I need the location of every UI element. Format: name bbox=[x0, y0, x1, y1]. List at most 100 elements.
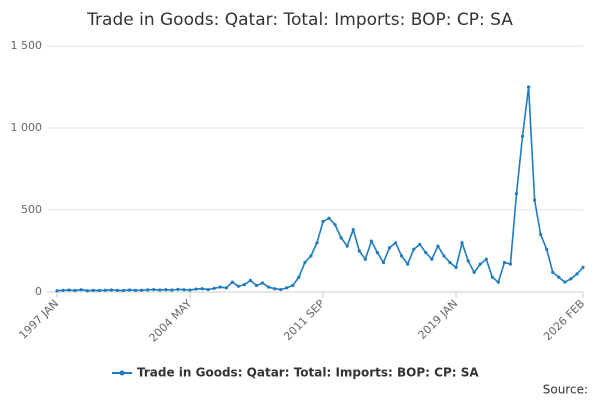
point bbox=[230, 280, 234, 284]
point bbox=[242, 283, 247, 287]
y-tick-label: 0 bbox=[35, 285, 42, 298]
point bbox=[97, 288, 101, 293]
point bbox=[490, 275, 494, 279]
point bbox=[79, 288, 83, 292]
point bbox=[418, 242, 422, 247]
point bbox=[581, 265, 585, 269]
x-tick-label: 1997 JAN bbox=[16, 297, 61, 342]
point bbox=[103, 288, 107, 292]
point bbox=[127, 288, 132, 292]
point bbox=[333, 223, 337, 227]
x-tick-label: 2026 FEB bbox=[541, 297, 587, 343]
point bbox=[182, 288, 186, 292]
point bbox=[109, 288, 114, 292]
point bbox=[575, 272, 579, 276]
point bbox=[533, 198, 537, 202]
point bbox=[424, 251, 428, 255]
point bbox=[164, 288, 168, 292]
point bbox=[218, 285, 222, 289]
point bbox=[563, 280, 567, 284]
point bbox=[466, 259, 470, 263]
point bbox=[260, 281, 265, 285]
point bbox=[291, 283, 295, 288]
point bbox=[345, 244, 349, 248]
point bbox=[545, 247, 549, 251]
point bbox=[248, 278, 253, 283]
point bbox=[472, 270, 476, 274]
point bbox=[67, 288, 71, 292]
point bbox=[454, 265, 458, 269]
point bbox=[436, 244, 440, 248]
point bbox=[140, 288, 144, 292]
point bbox=[551, 270, 555, 274]
point bbox=[170, 288, 174, 292]
x-tick-label: 2019 JAN bbox=[416, 297, 461, 342]
point bbox=[176, 287, 180, 291]
point bbox=[279, 287, 283, 292]
point bbox=[442, 254, 446, 258]
point bbox=[121, 288, 126, 293]
point bbox=[502, 260, 507, 265]
x-tick-label: 2004 MAY bbox=[147, 297, 195, 345]
point bbox=[146, 288, 150, 292]
point bbox=[412, 247, 416, 251]
point bbox=[478, 262, 482, 266]
y-tick-label: 1 500 bbox=[11, 39, 43, 52]
point bbox=[254, 283, 259, 288]
point bbox=[85, 289, 89, 293]
point bbox=[508, 262, 513, 266]
point bbox=[327, 216, 331, 220]
point bbox=[200, 287, 204, 291]
point bbox=[526, 85, 531, 89]
point bbox=[393, 241, 398, 245]
chart-title: Trade in Goods: Qatar: Total: Imports: B… bbox=[86, 10, 513, 30]
point bbox=[496, 280, 500, 284]
point bbox=[152, 287, 156, 292]
point bbox=[321, 219, 325, 224]
point bbox=[400, 254, 404, 258]
point bbox=[273, 287, 277, 291]
point bbox=[369, 239, 373, 243]
point bbox=[73, 288, 77, 293]
legend-label: Trade in Goods: Qatar: Total: Imports: B… bbox=[137, 366, 479, 380]
point bbox=[267, 285, 271, 289]
point bbox=[206, 287, 210, 292]
point bbox=[520, 134, 525, 138]
point bbox=[309, 254, 313, 258]
series-line bbox=[56, 86, 584, 292]
point bbox=[236, 284, 240, 288]
point bbox=[569, 277, 573, 281]
point bbox=[484, 257, 488, 261]
point bbox=[514, 192, 519, 196]
point bbox=[303, 260, 307, 265]
point bbox=[188, 288, 192, 292]
point bbox=[351, 228, 355, 232]
point bbox=[539, 233, 543, 237]
point bbox=[357, 249, 361, 253]
legend-marker bbox=[119, 370, 125, 376]
point bbox=[381, 260, 386, 265]
source: Source: bbox=[543, 383, 588, 397]
point bbox=[387, 246, 392, 250]
point bbox=[363, 257, 367, 261]
y-tick-label: 1 000 bbox=[11, 121, 43, 134]
point bbox=[430, 257, 434, 261]
x-tick-label: 2011 SEP bbox=[281, 297, 327, 343]
point bbox=[115, 288, 120, 292]
point bbox=[406, 262, 410, 266]
point bbox=[224, 286, 228, 290]
point bbox=[375, 251, 380, 255]
point bbox=[297, 275, 301, 279]
y-tick-label: 500 bbox=[21, 203, 42, 216]
point bbox=[158, 288, 162, 292]
point bbox=[339, 236, 343, 240]
point bbox=[448, 260, 452, 265]
point bbox=[61, 288, 65, 292]
point bbox=[91, 288, 95, 292]
point bbox=[212, 286, 216, 290]
point bbox=[460, 241, 464, 245]
point bbox=[55, 289, 59, 293]
point bbox=[557, 275, 561, 279]
point bbox=[194, 287, 198, 291]
